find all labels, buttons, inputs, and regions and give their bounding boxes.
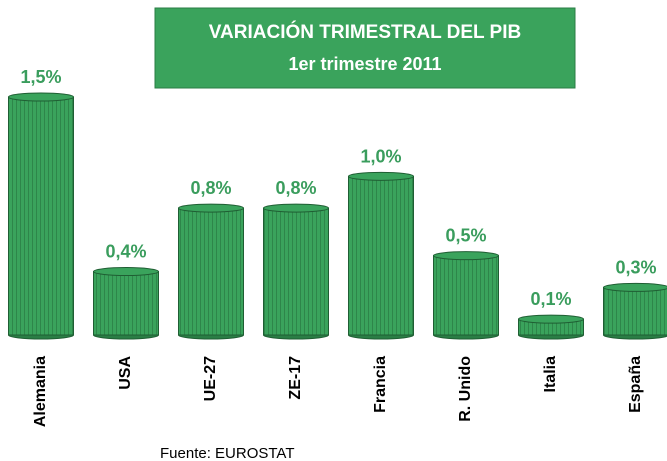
bar	[263, 207, 329, 336]
bar-top	[263, 203, 329, 213]
x-tick-label: Italia	[542, 356, 559, 393]
x-tick-label: UE-27	[202, 356, 219, 401]
x-tick-label: ZE-17	[287, 356, 304, 400]
title-box	[154, 7, 576, 89]
bar-top	[603, 282, 667, 292]
value-label: 0,4%	[105, 242, 146, 262]
bar	[93, 271, 159, 336]
x-tick-label: USA	[117, 356, 134, 390]
bar-top	[178, 203, 244, 213]
bar-top	[93, 267, 159, 277]
value-label: 0,5%	[445, 226, 486, 246]
bar	[433, 255, 499, 336]
x-tick-label: Francia	[372, 356, 389, 413]
value-label: 0,1%	[530, 289, 571, 309]
bar	[348, 175, 414, 336]
bar-top	[518, 314, 584, 324]
value-label: 1,0%	[360, 146, 401, 166]
value-label: 0,3%	[615, 257, 656, 277]
x-tick-label: Alemania	[32, 356, 49, 427]
x-tick-label: España	[627, 356, 644, 413]
bar-top	[8, 92, 74, 102]
value-label: 0,8%	[275, 178, 316, 198]
chart-subtitle: 1er trimestre 2011	[288, 54, 441, 74]
bar	[8, 96, 74, 336]
chart-title: VARIACIÓN TRIMESTRAL DEL PIB	[209, 21, 521, 43]
x-tick-label: R. Unido	[457, 356, 474, 422]
value-label: 1,5%	[20, 67, 61, 87]
bar	[178, 207, 244, 336]
value-label: 0,8%	[190, 178, 231, 198]
source: Fuente: EUROSTAT	[160, 445, 294, 461]
bar-top	[433, 251, 499, 261]
bar	[603, 286, 667, 336]
bar-top	[348, 171, 414, 181]
